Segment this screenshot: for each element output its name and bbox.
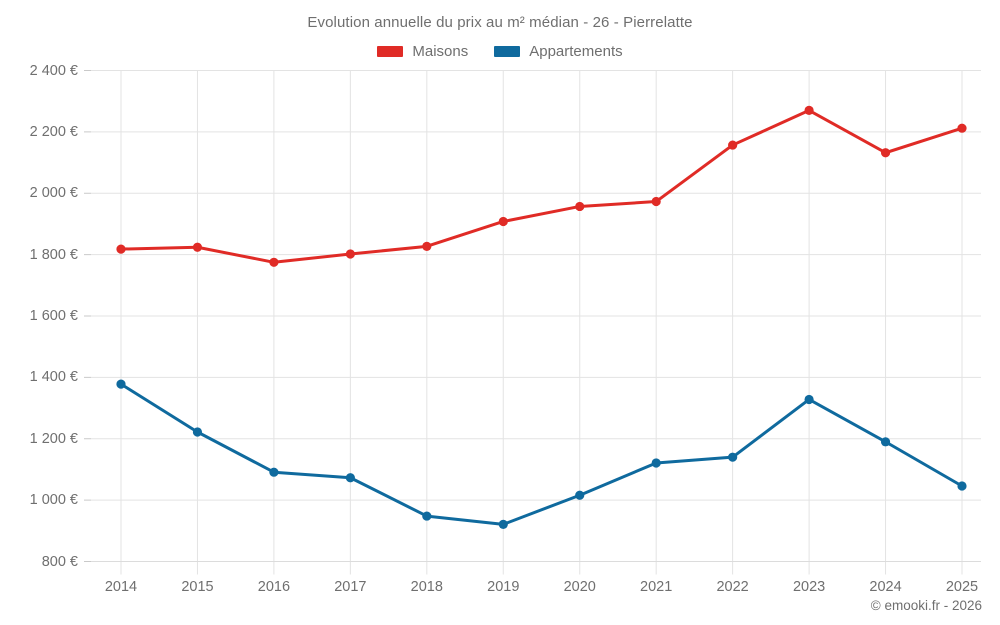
legend-item-maisons[interactable]: Maisons xyxy=(377,43,468,60)
x-tick-label: 2014 xyxy=(104,578,138,595)
data-point[interactable] xyxy=(957,123,967,133)
y-tick-label: 1 800 € xyxy=(29,246,78,263)
x-tick-label: 2022 xyxy=(716,578,749,595)
data-point[interactable] xyxy=(651,458,661,468)
x-tick-label: 2018 xyxy=(410,578,443,595)
credit-footer: © emooki.fr - 2026 xyxy=(870,598,982,613)
x-tick-label: 2015 xyxy=(181,578,214,595)
x-tick-label: 2023 xyxy=(792,578,826,595)
x-tick-label: 2016 xyxy=(257,578,291,595)
y-tick-label: 1 000 € xyxy=(29,492,78,509)
y-tick-label: 2 200 € xyxy=(29,123,78,140)
data-point[interactable] xyxy=(651,196,661,207)
data-point[interactable] xyxy=(728,140,738,150)
data-point[interactable] xyxy=(804,394,814,405)
y-tick-label: 2 400 € xyxy=(29,62,78,79)
data-point[interactable] xyxy=(728,452,738,462)
data-point[interactable] xyxy=(116,244,126,254)
data-point[interactable] xyxy=(498,519,508,529)
y-tick-label: 1 400 € xyxy=(29,369,78,386)
y-tick-label: 1 600 € xyxy=(29,308,78,324)
legend-label-maisons: Maisons xyxy=(412,43,469,60)
y-tick-label: 2 000 € xyxy=(29,185,78,202)
x-tick-label: 2020 xyxy=(563,578,596,595)
data-point[interactable] xyxy=(880,148,891,158)
data-point[interactable] xyxy=(345,473,355,483)
legend-swatch-appartements xyxy=(494,46,521,57)
data-point[interactable] xyxy=(269,257,279,267)
series-line-appartements xyxy=(119,382,964,526)
data-point[interactable] xyxy=(116,379,126,389)
x-tick-label: 2025 xyxy=(945,578,979,595)
data-point[interactable] xyxy=(575,201,585,212)
x-tick-label: 2024 xyxy=(869,578,902,595)
x-tick-label: 2019 xyxy=(487,578,520,595)
y-tick-label: 800 € xyxy=(41,553,78,570)
legend-swatch-maisons xyxy=(377,46,404,57)
x-tick-label: 2017 xyxy=(334,578,367,595)
data-point[interactable] xyxy=(957,481,967,491)
chart-legend: Maisons Appartements xyxy=(0,43,1000,60)
chart-title: Evolution annuelle du prix au m² médian … xyxy=(307,14,693,31)
data-point[interactable] xyxy=(498,216,508,227)
series-line-maisons xyxy=(119,108,964,264)
data-point[interactable] xyxy=(880,437,891,447)
data-point[interactable] xyxy=(422,511,432,521)
data-point[interactable] xyxy=(192,427,203,437)
data-point[interactable] xyxy=(422,241,432,251)
legend-item-appartements[interactable]: Appartements xyxy=(494,43,623,60)
data-point[interactable] xyxy=(575,490,585,500)
data-point[interactable] xyxy=(804,105,814,115)
data-point[interactable] xyxy=(192,242,203,252)
data-point[interactable] xyxy=(345,249,355,259)
legend-label-appartements: Appartements xyxy=(529,43,623,60)
data-point[interactable] xyxy=(269,467,279,477)
y-tick-label: 1 200 € xyxy=(29,430,78,447)
x-tick-label: 2021 xyxy=(640,578,673,595)
